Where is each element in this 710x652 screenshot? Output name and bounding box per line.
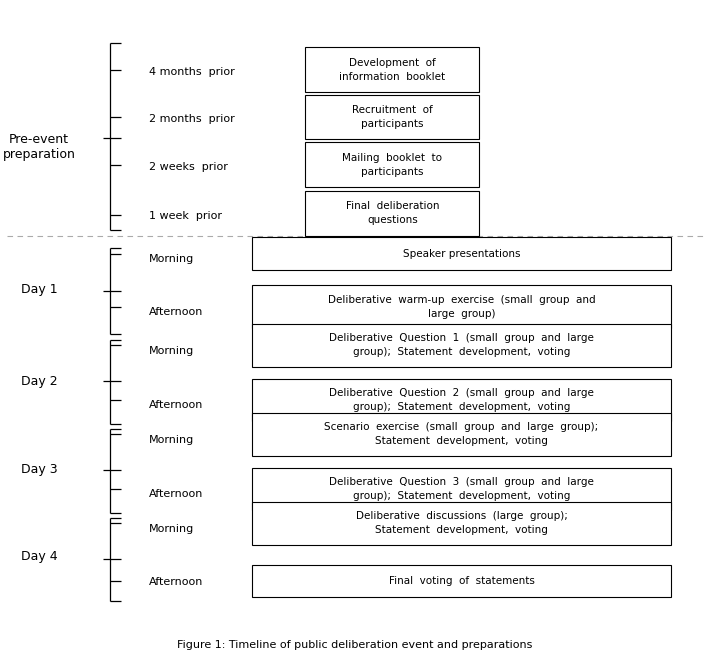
Text: Deliberative  Question  2  (small  group  and  large
group);  Statement  develop: Deliberative Question 2 (small group and… bbox=[329, 388, 594, 412]
Text: Final  deliberation
questions: Final deliberation questions bbox=[346, 201, 439, 226]
Text: Speaker presentations: Speaker presentations bbox=[403, 248, 520, 259]
Text: 1 week  prior: 1 week prior bbox=[149, 211, 222, 220]
Text: Scenario  exercise  (small  group  and  large  group);
Statement  development,  : Scenario exercise (small group and large… bbox=[324, 422, 599, 446]
FancyBboxPatch shape bbox=[305, 191, 479, 235]
FancyBboxPatch shape bbox=[252, 237, 671, 270]
Text: Pre-event
preparation: Pre-event preparation bbox=[3, 133, 75, 161]
Text: Afternoon: Afternoon bbox=[149, 490, 204, 499]
FancyBboxPatch shape bbox=[305, 95, 479, 140]
Text: Deliberative  Question  1  (small  group  and  large
group);  Statement  develop: Deliberative Question 1 (small group and… bbox=[329, 333, 594, 357]
FancyBboxPatch shape bbox=[252, 467, 671, 511]
FancyBboxPatch shape bbox=[252, 286, 671, 328]
Text: 2 weeks  prior: 2 weeks prior bbox=[149, 162, 228, 172]
Text: Morning: Morning bbox=[149, 435, 195, 445]
FancyBboxPatch shape bbox=[252, 565, 671, 597]
Text: Afternoon: Afternoon bbox=[149, 307, 204, 318]
Text: Mailing  booklet  to
participants: Mailing booklet to participants bbox=[342, 153, 442, 177]
Text: Morning: Morning bbox=[149, 524, 195, 534]
Text: Afternoon: Afternoon bbox=[149, 400, 204, 411]
Text: Day 1: Day 1 bbox=[21, 283, 58, 296]
Text: 2 months  prior: 2 months prior bbox=[149, 115, 235, 125]
Text: Day 2: Day 2 bbox=[21, 375, 58, 388]
FancyBboxPatch shape bbox=[305, 142, 479, 187]
Text: Morning: Morning bbox=[149, 254, 195, 264]
Text: Final  voting  of  statements: Final voting of statements bbox=[388, 576, 535, 586]
FancyBboxPatch shape bbox=[252, 324, 671, 366]
Text: Development  of
information  booklet: Development of information booklet bbox=[339, 57, 445, 82]
Text: Figure 1: Timeline of public deliberation event and preparations: Figure 1: Timeline of public deliberatio… bbox=[178, 640, 532, 649]
Text: Deliberative  warm-up  exercise  (small  group  and
large  group): Deliberative warm-up exercise (small gro… bbox=[328, 295, 595, 319]
Text: Day 4: Day 4 bbox=[21, 550, 58, 563]
FancyBboxPatch shape bbox=[305, 48, 479, 92]
Text: Morning: Morning bbox=[149, 346, 195, 356]
FancyBboxPatch shape bbox=[252, 413, 671, 456]
Text: Deliberative  discussions  (large  group);
Statement  development,  voting: Deliberative discussions (large group); … bbox=[356, 511, 567, 535]
FancyBboxPatch shape bbox=[252, 502, 671, 544]
Text: Recruitment  of
participants: Recruitment of participants bbox=[352, 105, 432, 129]
FancyBboxPatch shape bbox=[252, 379, 671, 421]
Text: 4 months  prior: 4 months prior bbox=[149, 67, 235, 77]
Text: Day 3: Day 3 bbox=[21, 463, 58, 476]
Text: Afternoon: Afternoon bbox=[149, 577, 204, 587]
Text: Deliberative  Question  3  (small  group  and  large
group);  Statement  develop: Deliberative Question 3 (small group and… bbox=[329, 477, 594, 501]
